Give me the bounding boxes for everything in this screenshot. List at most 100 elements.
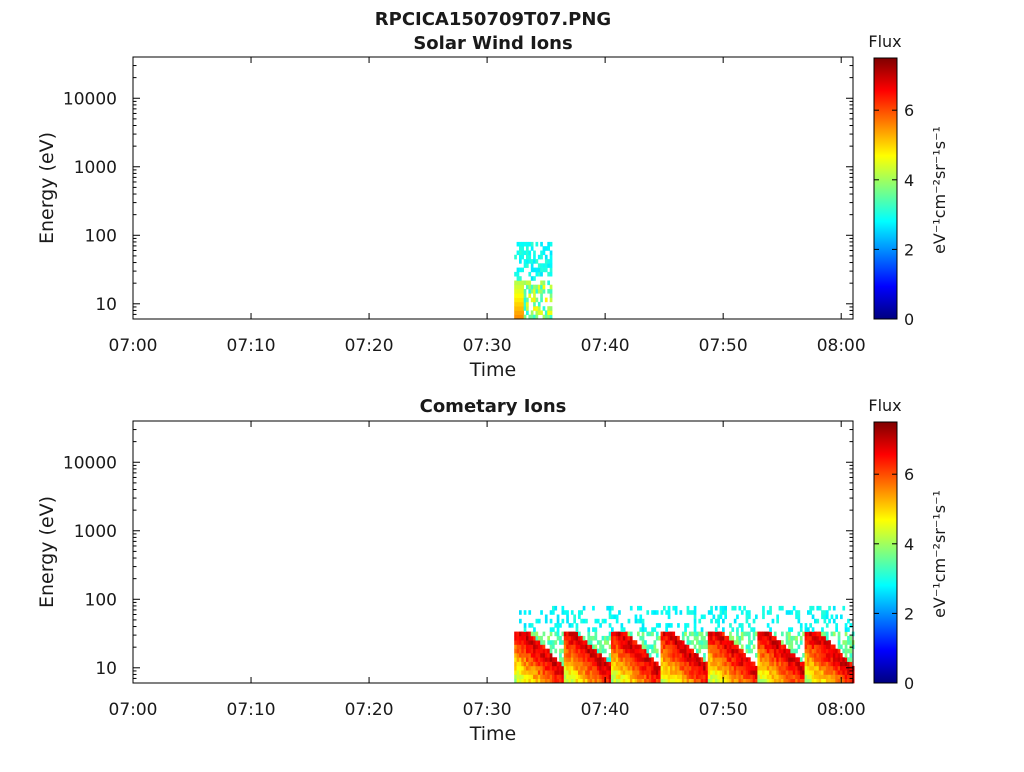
spectrogram-cell (530, 310, 534, 315)
spectrogram-cell (533, 644, 536, 650)
spectrogram-cell (639, 614, 643, 620)
spectrogram-cell (736, 644, 739, 650)
spectrogram-cell (540, 635, 543, 641)
spectrogram-cell (533, 254, 536, 260)
spectrogram-cell (526, 259, 529, 264)
spectrogram-cell (629, 640, 633, 645)
spectrogram-cell (535, 670, 539, 675)
spectrogram-cell (516, 301, 520, 307)
spectrogram-cell (847, 670, 850, 675)
spectrogram-cell (759, 657, 763, 662)
spectrogram-cell (693, 670, 697, 675)
spectrogram-cell (526, 635, 529, 641)
spectrogram-cell (622, 640, 626, 645)
spectrogram-cell (755, 665, 758, 671)
spectrogram-cell (745, 610, 749, 615)
spectrogram-cell (804, 640, 808, 645)
spectrogram-cell (769, 665, 772, 671)
spectrogram-cell (615, 678, 619, 684)
spectrogram-cell (698, 665, 702, 671)
spectrogram-cell (516, 276, 520, 281)
spectrogram-cell (523, 631, 527, 637)
spectrogram-cell (521, 246, 524, 251)
spectrogram-cell (535, 678, 539, 684)
spectrogram-cell (580, 670, 583, 675)
spectrogram-cell (771, 670, 775, 675)
spectrogram-cell (717, 618, 720, 624)
spectrogram-cell (707, 665, 711, 671)
spectrogram-cell (582, 678, 586, 684)
spectrogram-cell (528, 610, 532, 615)
spectrogram-cell (639, 670, 643, 675)
spectrogram-cell (639, 661, 643, 667)
spectrogram-cell (809, 635, 812, 641)
spectrogram-cell (821, 678, 824, 684)
spectrogram-cell (835, 623, 838, 628)
spectrogram-cell (785, 635, 789, 641)
spectrogram-cell (757, 670, 761, 675)
spectrogram-cell (575, 674, 579, 679)
spectrogram-cell (556, 674, 560, 679)
spectrogram-cell (821, 665, 824, 671)
spectrogram-cell (776, 648, 779, 654)
spectrogram-cell (651, 644, 654, 650)
colorbar-tick-label: 0 (904, 674, 914, 693)
spectrogram-cell (748, 610, 751, 615)
spectrogram-cell (521, 674, 524, 679)
x-tick-label: 08:00 (817, 700, 866, 720)
spectrogram-cell (724, 678, 727, 684)
colorbar-tick-label: 4 (904, 171, 914, 190)
spectrogram-cell (816, 678, 820, 684)
spectrogram-cell (811, 678, 815, 684)
spectrogram-cell (516, 310, 520, 315)
spectrogram-cell (599, 640, 602, 645)
spectrogram-cell (514, 297, 517, 303)
spectrogram-cell (629, 665, 633, 671)
spectrogram-cell (672, 640, 676, 645)
spectrogram-cell (722, 648, 725, 654)
spectrogram-cell (745, 631, 749, 637)
spectrogram-cell (788, 665, 791, 671)
spectrogram-cell (686, 610, 690, 615)
spectrogram-cell (672, 635, 676, 641)
spectrogram-cell (625, 635, 628, 641)
y-tick-label: 10000 (63, 89, 117, 109)
spectrogram-cell (570, 648, 574, 654)
spectrogram-cell (663, 631, 666, 637)
spectrogram-cell (542, 284, 546, 290)
spectrogram-cell (547, 306, 550, 311)
spectrogram-cell (814, 670, 817, 675)
spectrogram-cell (533, 314, 536, 320)
spectrogram-cell (519, 250, 522, 256)
spectrogram-cell (516, 631, 520, 637)
spectrogram-cell (766, 631, 770, 637)
spectrogram-cell (568, 640, 572, 645)
spectrogram-cells (514, 605, 855, 684)
spectrogram-cell (830, 678, 834, 684)
spectrogram-cell (542, 250, 546, 256)
spectrogram-cell (693, 661, 697, 667)
spectrogram-cell (523, 297, 527, 303)
spectrogram-cell (604, 674, 607, 679)
spectrogram-cell (613, 678, 617, 684)
spectrogram-cell (608, 614, 612, 620)
spectrogram-cell (745, 614, 749, 620)
spectrogram-cell (731, 657, 735, 662)
spectrogram-cell (814, 631, 817, 637)
spectrogram-cell (672, 661, 676, 667)
spectrogram-cell (537, 310, 541, 315)
spectrogram-cell (537, 267, 541, 273)
spectrogram-cell (847, 678, 850, 684)
spectrogram-cell (549, 631, 553, 637)
spectrogram-cell (592, 605, 595, 611)
spectrogram-cell (707, 610, 711, 615)
spectrogram-cell (526, 631, 529, 637)
spectrogram-cell (648, 653, 652, 658)
spectrogram-cell (736, 674, 739, 679)
spectrogram-cell (750, 661, 753, 667)
spectrogram-cell (570, 678, 574, 684)
spectrogram-cell (519, 610, 522, 615)
spectrogram-cell (788, 678, 791, 684)
colorbar (873, 421, 898, 684)
y-tick-label: 10000 (63, 453, 117, 473)
